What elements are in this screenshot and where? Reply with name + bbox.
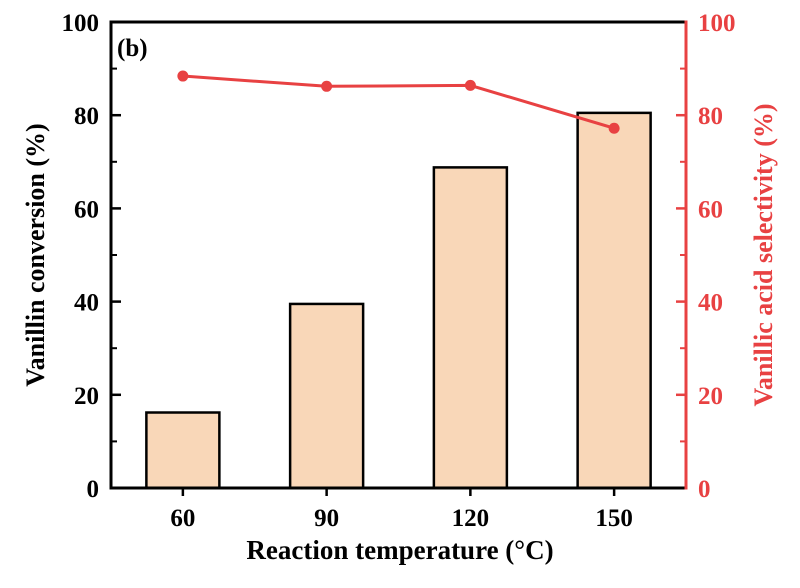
x-tick-label: 150 [595, 505, 633, 532]
ticks-layer: 60 90 120 150 0 20 40 60 80 100 0 20 40 60 80 100 [62, 10, 736, 532]
y-left-tick-label: 100 [62, 10, 100, 37]
y-right-tick-label: 20 [698, 383, 723, 410]
y-left-tick-label: 60 [74, 196, 99, 223]
panel-label: (b) [117, 35, 148, 62]
y-axis-right-title: Vanillic acid selectivity (%) [749, 103, 778, 406]
conversion-bar [576, 111, 652, 490]
axes-layer [109, 20, 688, 490]
y-right-tick-label: 0 [698, 476, 711, 503]
y-right-tick-label: 80 [698, 103, 723, 130]
bars-layer [145, 111, 652, 490]
y-left-tick-label: 80 [74, 103, 99, 130]
conversion-bar [288, 302, 365, 490]
selectivity-point [321, 80, 333, 92]
x-tick-label: 60 [170, 505, 195, 532]
x-tick-label: 90 [314, 505, 339, 532]
selectivity-point [464, 79, 476, 91]
y-right-tick-label: 40 [698, 290, 723, 317]
selectivity-point [608, 122, 620, 134]
y-right-tick-label: 60 [698, 196, 723, 223]
selectivity-line-layer [177, 70, 620, 134]
x-tick-label: 120 [452, 505, 490, 532]
selectivity-point [177, 70, 189, 82]
y-left-tick-label: 40 [74, 290, 99, 317]
y-left-tick-label: 20 [74, 383, 99, 410]
conversion-bar [432, 166, 509, 490]
y-axis-left-title: Vanillin conversion (%) [21, 123, 50, 386]
selectivity-line [182, 74, 615, 130]
conversion-bar [145, 411, 221, 490]
y-right-tick-label: 100 [698, 10, 736, 37]
x-axis-title: Reaction temperature (°C) [246, 535, 553, 565]
y-left-tick-label: 0 [87, 476, 100, 503]
